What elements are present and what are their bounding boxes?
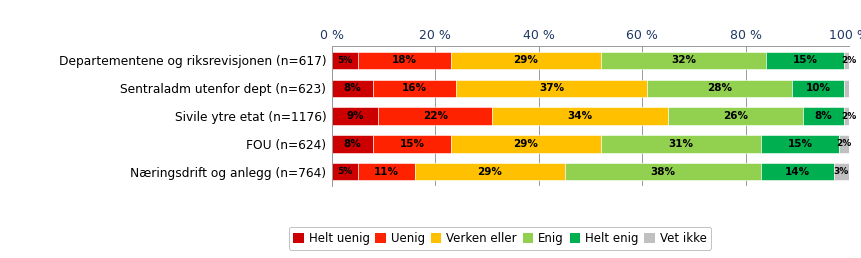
Bar (455, 80, 647, 97)
Text: 2%: 2% (840, 112, 856, 120)
Bar (331, 52, 357, 69)
Bar (600, 135, 760, 152)
Bar (414, 163, 564, 180)
Text: 32%: 32% (670, 55, 696, 65)
Bar (791, 80, 843, 97)
Text: 26%: 26% (722, 111, 747, 121)
Bar (373, 80, 455, 97)
Text: 8%: 8% (344, 139, 361, 149)
Text: 5%: 5% (337, 56, 352, 65)
Bar (450, 52, 600, 69)
Text: 8%: 8% (344, 83, 361, 93)
Bar (802, 108, 843, 125)
Text: 3%: 3% (833, 167, 848, 176)
Text: 31%: 31% (667, 139, 693, 149)
Text: 29%: 29% (513, 139, 537, 149)
Text: 34%: 34% (567, 111, 592, 121)
Text: 15%: 15% (791, 55, 817, 65)
Bar (331, 108, 378, 125)
Bar (492, 108, 667, 125)
Bar (843, 108, 853, 125)
Text: 9%: 9% (346, 111, 363, 121)
Legend: Helt uenig, Uenig, Verken eller, Enig, Helt enig, Vet ikke: Helt uenig, Uenig, Verken eller, Enig, H… (288, 227, 710, 249)
Text: 15%: 15% (399, 139, 424, 149)
Text: 5%: 5% (337, 167, 352, 176)
Bar (843, 80, 848, 97)
Bar (600, 52, 765, 69)
Text: 16%: 16% (401, 83, 427, 93)
Text: 2%: 2% (835, 140, 851, 148)
Bar (647, 80, 791, 97)
Bar (833, 163, 848, 180)
Text: 14%: 14% (784, 167, 809, 177)
Text: 8%: 8% (814, 111, 831, 121)
Bar (331, 135, 373, 152)
Bar (765, 52, 843, 69)
Bar (564, 163, 760, 180)
Bar (378, 108, 492, 125)
Text: 37%: 37% (538, 83, 564, 93)
Text: 29%: 29% (477, 167, 501, 177)
Text: 38%: 38% (649, 167, 675, 177)
Bar (667, 108, 802, 125)
Bar (357, 52, 450, 69)
Text: 29%: 29% (513, 55, 537, 65)
Text: 22%: 22% (422, 111, 448, 121)
Bar (357, 163, 414, 180)
Bar (450, 135, 600, 152)
Bar (331, 80, 373, 97)
Bar (838, 135, 848, 152)
Bar (331, 163, 357, 180)
Bar (373, 135, 450, 152)
Text: 2%: 2% (840, 56, 856, 65)
Bar (760, 135, 838, 152)
Text: 11%: 11% (373, 167, 399, 177)
Text: 15%: 15% (786, 139, 812, 149)
Bar (843, 52, 853, 69)
Text: 10%: 10% (804, 83, 830, 93)
Text: 28%: 28% (706, 83, 732, 93)
Bar (760, 163, 833, 180)
Text: 18%: 18% (391, 55, 417, 65)
